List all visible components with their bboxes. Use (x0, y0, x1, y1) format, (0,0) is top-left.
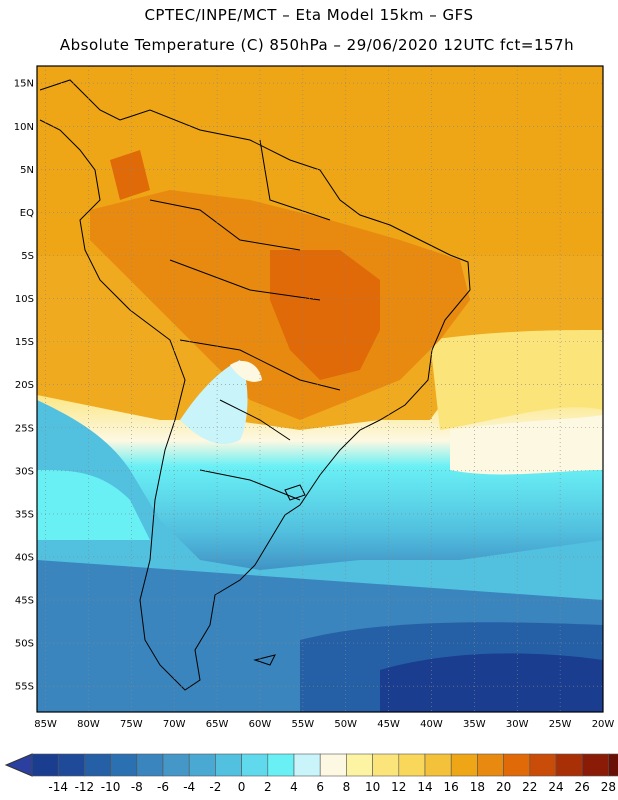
colorbar-label: -12 (75, 780, 95, 794)
colorbar-swatch (110, 753, 138, 777)
lon-tick-label: 85W (34, 719, 57, 730)
colorbar-label: 18 (470, 780, 485, 794)
colorbar-swatch (293, 753, 321, 777)
colorbar-label: 12 (391, 780, 406, 794)
lat-tick-label: EQ (20, 208, 34, 219)
colorbar-label: 6 (316, 780, 324, 794)
colorbar-swatch (398, 753, 426, 777)
colorbar-label: 22 (522, 780, 537, 794)
lon-tick-label: 70W (163, 719, 186, 730)
colorbar-swatch (450, 753, 478, 777)
colorbar-label: -6 (157, 780, 169, 794)
colorbar-swatch (477, 753, 504, 777)
colorbar-label: 26 (575, 780, 590, 794)
colorbar-label: -14 (48, 780, 68, 794)
lat-tick-label: 10N (14, 122, 34, 133)
colorbar-label: -10 (101, 780, 121, 794)
lat-tick-label: 45S (15, 596, 34, 607)
lon-tick-label: 80W (77, 719, 100, 730)
lon-tick-label: 40W (420, 719, 443, 730)
lat-tick-label: 15N (14, 79, 34, 90)
colorbar-label: 10 (365, 780, 380, 794)
temperature-map: 15N 10N 5N EQ 5S 10S 15S 20S 25S 30S 35S 40S 45S 50S 5… (14, 65, 614, 730)
lon-tick-label: 45W (377, 719, 400, 730)
colorbar-swatch (424, 753, 452, 777)
colorbar-swatch (503, 753, 531, 777)
lon-tick-label: 65W (206, 719, 229, 730)
lon-tick-label: 20W (592, 719, 615, 730)
colorbar-under-arrow (4, 753, 33, 777)
map-title-line-1: CPTEC/INPE/MCT – Eta Model 15km – GFS (144, 6, 474, 24)
lat-tick-label: 30S (15, 466, 34, 477)
lat-tick-label: 25S (15, 423, 34, 434)
colorbar-swatch (57, 753, 85, 777)
lat-tick-label: 5N (20, 165, 34, 176)
colorbar-swatch (31, 753, 59, 777)
colorbar-swatch (84, 753, 111, 777)
colorbar-swatch (162, 753, 190, 777)
colorbar-swatch (529, 753, 557, 777)
colorbar-label: 28 (601, 780, 616, 794)
colorbar-swatch (555, 753, 583, 777)
colorbar-label: 20 (496, 780, 511, 794)
colorbar-label: 8 (343, 780, 351, 794)
coastlines (39, 79, 471, 691)
colorbar-swatch (372, 753, 400, 777)
lon-tick-label: 55W (292, 719, 315, 730)
longitude-axis: 85W 80W 75W 70W 65W 60W 55W 50W 45W 40W 35W 30W 25W 2… (34, 719, 614, 730)
colorbar-label: 24 (548, 780, 563, 794)
lat-tick-label: 10S (15, 294, 34, 305)
lon-tick-label: 35W (463, 719, 486, 730)
map-frame (36, 65, 604, 713)
lon-tick-label: 30W (506, 719, 529, 730)
colorbar-swatch (241, 753, 269, 777)
map-title-line-2: Absolute Temperature (C) 850hPa – 29/06/… (59, 36, 575, 54)
colorbar-swatch (608, 753, 618, 777)
colorbar-label: -2 (209, 780, 221, 794)
lat-tick-label: 15S (15, 337, 34, 348)
colorbar-swatch (136, 753, 164, 777)
colorbar-swatch (346, 753, 373, 777)
temperature-field (37, 66, 603, 712)
colorbar-label: 14 (417, 780, 432, 794)
lat-tick-label: 20S (15, 380, 34, 391)
colorbar-label: 2 (264, 780, 272, 794)
lon-tick-label: 60W (249, 719, 272, 730)
lat-tick-label: 50S (15, 639, 34, 650)
colorbar-swatch (215, 753, 242, 777)
colorbar-label: 4 (290, 780, 298, 794)
lon-tick-label: 25W (549, 719, 572, 730)
lon-tick-label: 75W (120, 719, 143, 730)
colorbar-swatch (267, 753, 295, 777)
colorbar-swatch (581, 753, 609, 777)
latitude-axis: 15N 10N 5N EQ 5S 10S 15S 20S 25S 30S 35S 40S 45S 50S 5… (14, 79, 34, 693)
colorbar-swatch (188, 753, 216, 777)
lat-tick-label: 5S (21, 251, 34, 262)
colorbar-label: -8 (131, 780, 143, 794)
temperature-colorbar: -14 -12 -10 -8 -6 -4 -2 0 2 4 6 8 10 12 14 16 18 20 22 24 26… (4, 753, 618, 794)
lat-tick-label: 40S (15, 552, 34, 563)
colorbar-label: -4 (183, 780, 195, 794)
lat-tick-label: 55S (15, 682, 34, 693)
colorbar-label: 0 (238, 780, 246, 794)
colorbar-label: 16 (444, 780, 459, 794)
lat-tick-label: 35S (15, 509, 34, 520)
lon-tick-label: 50W (334, 719, 357, 730)
colorbar-swatch (319, 753, 347, 777)
